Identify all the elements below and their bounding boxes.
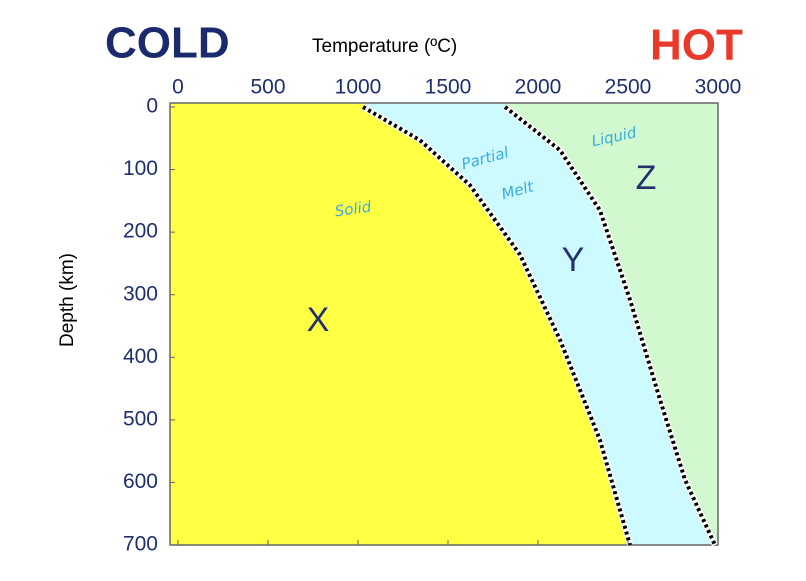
y-tick-label: 500 [123, 407, 158, 430]
region [170, 103, 630, 545]
x-axis-title: Temperature (ºC) [312, 36, 457, 57]
phase-boundary [503, 105, 717, 546]
y-tick-label: 400 [123, 345, 158, 368]
y-tick-label: 200 [123, 220, 158, 243]
x-tick-label: 1500 [425, 76, 472, 99]
y-tick-label: 700 [123, 533, 158, 556]
y-axis-title: Depth (km) [57, 253, 78, 347]
phase-boundary [362, 105, 632, 546]
x-tick-label: 2500 [605, 76, 652, 99]
y-tick-label: 300 [123, 282, 158, 305]
plot-frame [169, 102, 719, 546]
hot-label: HOT [650, 21, 743, 70]
y-tick-label: 100 [123, 157, 158, 180]
region [363, 103, 715, 545]
region [505, 103, 718, 545]
x-tick-label: 2000 [515, 76, 562, 99]
x-tick-label: 0 [172, 76, 184, 99]
x-tick-label: 1000 [335, 76, 382, 99]
x-tick-label: 3000 [695, 76, 742, 99]
region-label: X [307, 301, 330, 339]
y-tick-label: 600 [123, 470, 158, 493]
x-tick-label: 500 [250, 76, 285, 99]
y-tick-label: 0 [146, 95, 158, 118]
region-label: Z [636, 159, 657, 197]
region-label: Y [562, 241, 585, 279]
region-note: Solid [334, 197, 373, 220]
cold-label: COLD [105, 19, 230, 68]
